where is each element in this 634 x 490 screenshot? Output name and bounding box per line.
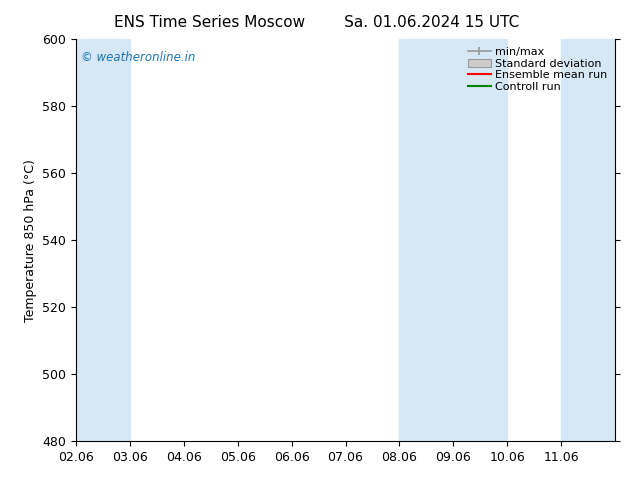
Text: © weatheronline.in: © weatheronline.in: [81, 51, 196, 64]
Y-axis label: Temperature 850 hPa (°C): Temperature 850 hPa (°C): [24, 159, 37, 321]
Bar: [399, 39, 507, 441]
Bar: [561, 39, 615, 441]
Legend: min/max, Standard deviation, Ensemble mean run, Controll run: min/max, Standard deviation, Ensemble me…: [466, 45, 609, 94]
Bar: [76, 39, 130, 441]
Text: ENS Time Series Moscow        Sa. 01.06.2024 15 UTC: ENS Time Series Moscow Sa. 01.06.2024 15…: [114, 15, 520, 30]
